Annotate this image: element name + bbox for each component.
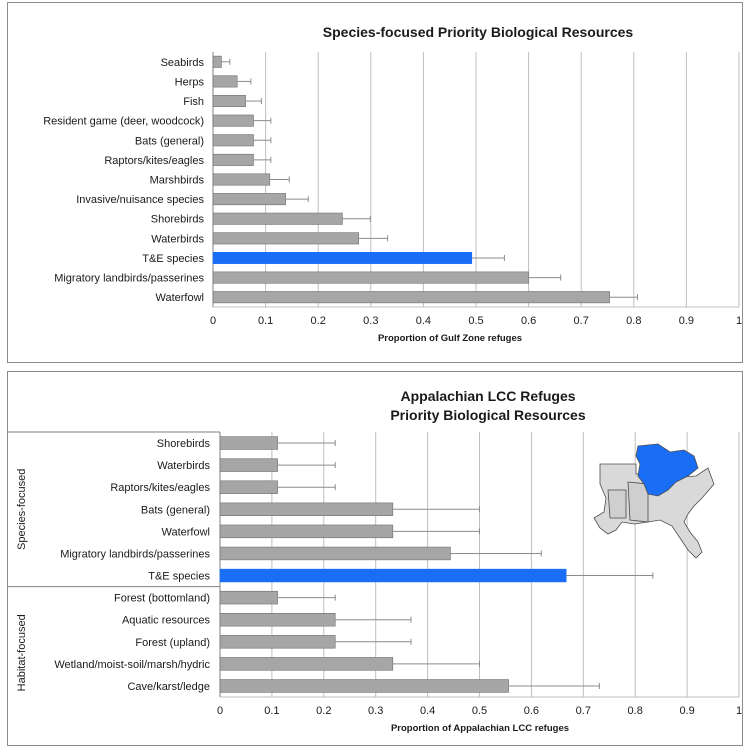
x-tick-label: 0.9: [679, 315, 694, 327]
x-tick-label: 0.8: [626, 315, 641, 327]
group-label: Habitat-focused: [16, 614, 28, 691]
bar-invasive-nuisance-species: [212, 193, 286, 206]
x-tick-label: 1: [736, 315, 742, 327]
category-label: Herps: [175, 76, 205, 88]
x-tick-label: 0.1: [264, 705, 279, 717]
category-label: Waterfowl: [156, 292, 205, 304]
category-label: Raptors/kites/eagles: [104, 155, 204, 167]
x-tick-label: 0: [217, 705, 223, 717]
bar-shorebirds: [212, 212, 343, 225]
bar-migratory-landbirds-passerines: [219, 546, 451, 561]
bar-waterbirds: [219, 458, 278, 472]
x-tick-label: 0.1: [258, 315, 273, 327]
bar-migratory-landbirds-passerines: [212, 271, 529, 284]
bar-raptors-kites-eagles: [219, 480, 278, 494]
x-tick-label: 0.3: [368, 705, 383, 717]
bar-bats-general: [219, 502, 394, 516]
category-label: Marshbirds: [150, 175, 205, 187]
category-label: Waterbirds: [151, 233, 204, 245]
bar-waterfowl: [212, 291, 610, 304]
bar-fish: [212, 95, 246, 108]
bar-shorebirds: [219, 436, 278, 450]
category-label: Seabirds: [161, 57, 205, 69]
category-label: Cave/karst/ledge: [127, 681, 210, 693]
group-label: Species-focused: [16, 469, 28, 550]
category-label: Wetland/moist-soil/marsh/hydric: [54, 659, 210, 671]
x-tick-label: 0.3: [363, 315, 378, 327]
category-label: Bats (general): [135, 135, 204, 147]
category-label: Waterfowl: [162, 526, 211, 538]
bar-wetland-moist-soil-marsh-hydric: [219, 657, 394, 671]
x-tick-label: 0.5: [468, 315, 483, 327]
category-label: Fish: [183, 96, 204, 108]
x-tick-label: 0: [210, 315, 216, 327]
x-axis-title: Proportion of Gulf Zone refuges: [378, 333, 522, 344]
category-label: Migratory landbirds/passerines: [60, 548, 210, 560]
x-tick-label: 0.4: [416, 315, 431, 327]
x-axis-title: Proportion of Appalachian LCC refuges: [391, 723, 569, 734]
x-tick-label: 0.5: [472, 705, 487, 717]
bar-resident-game-deer-woodcock: [212, 114, 254, 127]
x-tick-label: 0.9: [679, 705, 694, 717]
x-tick-label: 0.2: [316, 705, 331, 717]
category-label: Migratory landbirds/passerines: [54, 273, 204, 285]
x-tick-label: 0.2: [311, 315, 326, 327]
category-label: Forest (bottomland): [114, 593, 210, 605]
x-tick-label: 0.7: [576, 705, 591, 717]
bar-forest-upland: [219, 635, 336, 649]
category-label: Waterbirds: [157, 460, 210, 472]
bar-forest-bottomland: [219, 590, 278, 605]
x-tick-label: 1: [736, 705, 742, 717]
southeastern-us-map-icon: [593, 443, 715, 559]
chart-title: Priority Biological Resources: [390, 407, 585, 423]
map-appalachian-region: [635, 443, 699, 497]
bar-aquatic-resources: [219, 613, 336, 627]
bar-waterbirds: [212, 232, 360, 245]
x-tick-label: 0.6: [524, 705, 539, 717]
category-label: Forest (upland): [135, 637, 210, 649]
x-tick-label: 0.6: [521, 315, 536, 327]
x-tick-label: 0.7: [574, 315, 589, 327]
category-label: Raptors/kites/eagles: [110, 482, 210, 494]
map-state-outline: [627, 481, 649, 523]
category-label: Invasive/nuisance species: [76, 194, 204, 206]
category-label: Resident game (deer, woodcock): [43, 116, 204, 128]
category-label: Shorebirds: [157, 438, 211, 450]
category-label: T&E species: [148, 571, 210, 583]
category-label: Aquatic resources: [122, 615, 211, 627]
map-base-region: [593, 463, 715, 559]
x-tick-label: 0.4: [420, 705, 435, 717]
appalachian-chart-panel: Appalachian LCC Refuges Priority Biologic…: [7, 371, 743, 746]
chart-title: Species-focused Priority Biological Reso…: [323, 24, 634, 40]
bar-marshbirds: [212, 173, 271, 186]
category-label: Bats (general): [141, 504, 210, 516]
bar-bats-general: [212, 134, 254, 147]
bar-seabirds: [212, 55, 222, 68]
category-label: T&E species: [142, 253, 204, 265]
bar-cave-karst-ledge: [219, 679, 509, 693]
bar-t-e-species: [212, 251, 473, 264]
category-label: Shorebirds: [151, 214, 205, 226]
appalachian-chart: Appalachian LCC Refuges Priority Biologic…: [8, 388, 742, 734]
bar-raptors-kites-eagles: [212, 153, 254, 166]
x-tick-label: 0.8: [628, 705, 643, 717]
bar-herps: [212, 75, 238, 88]
bar-waterfowl: [219, 524, 394, 539]
chart-title: Appalachian LCC Refuges: [400, 388, 575, 404]
bar-t-e-species: [219, 568, 567, 583]
gulf-zone-chart-panel: Species-focused Priority Biological Reso…: [7, 2, 743, 363]
map-state-outline: [607, 489, 627, 519]
gulf-zone-chart: Species-focused Priority Biological Reso…: [43, 24, 742, 344]
